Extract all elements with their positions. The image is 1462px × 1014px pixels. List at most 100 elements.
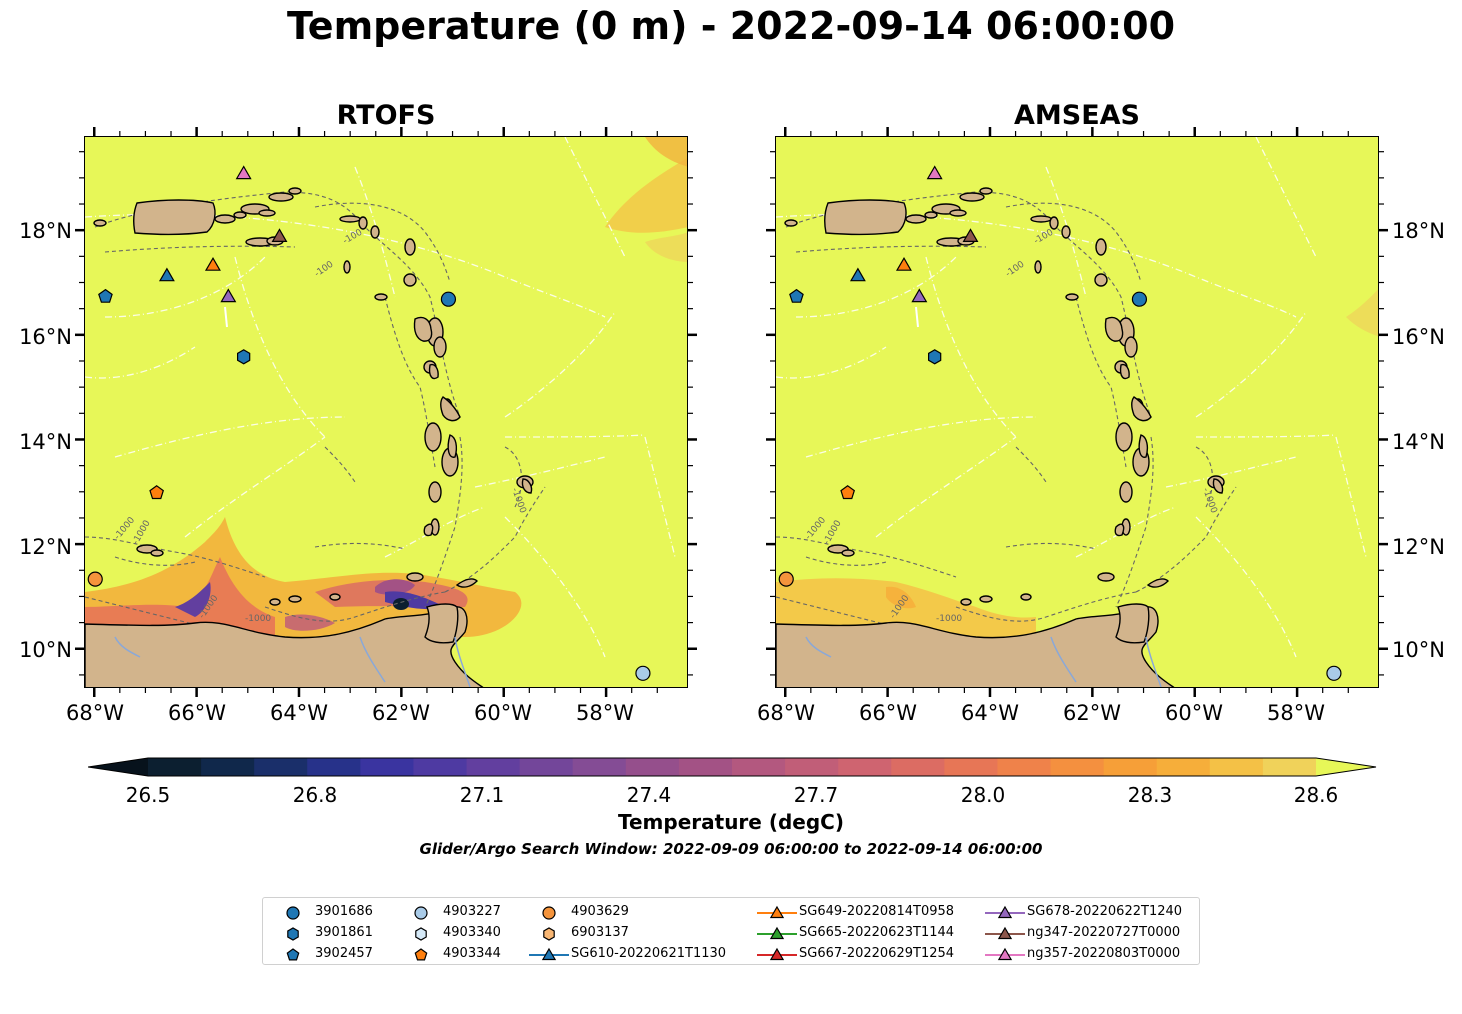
colorbar-tick: 27.7 [793,783,839,807]
colorbar-segment [785,758,839,776]
legend-marker [414,948,428,961]
colorbar-segment [625,758,680,776]
rtofs-map[interactable]: -1000 -1000 -1000 -1000 -1000 -100 -100 [84,136,688,688]
map-marker [98,288,113,303]
pentagon-marker-icon [414,948,428,961]
figure-title: Temperature (0 m) - 2022-09-14 06:00:00 [286,4,1176,48]
colorbar-segment [254,758,308,776]
legend-label: SG610-20220621T1130 [571,946,727,961]
legend-label: ng347-20220727T0000 [1027,925,1181,940]
legend-label: SG678-20220622T1240 [1027,904,1183,919]
hexagon-marker-icon [415,927,427,941]
colorbar-segment [1050,758,1105,776]
map-marker [158,267,175,282]
colorbar-segment [1262,758,1317,776]
colorbar-tick: 26.8 [292,783,338,807]
legend-label: 3901686 [315,904,373,919]
colorbar-segment [838,758,892,776]
map-marker [235,165,252,180]
lat-label-18n-left: 18°N [19,219,72,243]
legend-marker [542,906,556,920]
triangle-marker-icon [529,947,569,961]
amseas-map[interactable]: -1000 -1000 -1000 -1000 -1000 -100 -100 [775,136,1379,688]
legend-label: 4903344 [443,946,501,961]
map-marker [1131,291,1148,307]
lon-label-64w-left: 64°W [270,701,328,725]
map-marker [778,571,794,587]
lat-label-10n-right: 10°N [1392,638,1445,662]
colorbar-segment [572,758,627,776]
lat-label-14n-left: 14°N [19,430,72,454]
panel-title-rtofs: RTOFS [336,100,436,131]
colorbar-segment [944,758,999,776]
map-marker [635,665,651,681]
map-marker [220,288,237,303]
colorbar-segment [307,758,361,776]
colorbar-segment [997,758,1052,776]
colorbar-segment [732,758,786,776]
colorbar-over-extend [1316,758,1376,776]
hexagon-marker-icon [543,927,555,941]
triangle-marker-icon [757,905,797,919]
colorbar-tick: 27.1 [459,783,505,807]
circle-marker-icon [286,906,300,920]
colorbar-segment [1103,758,1158,776]
map-marker [895,257,912,271]
map-marker [911,288,928,303]
colorbar-segment [360,758,415,776]
map-marker [840,485,856,500]
legend-marker [286,948,300,961]
legend: 3901686 3901861 3902457 4903227 4903340 49033… [262,897,1200,965]
colorbar-segment [413,758,468,776]
legend-marker [287,927,299,941]
rtofs-map-canvas: -1000-1000-1000-1000-1000-100-100 [85,137,687,687]
triangle-marker-icon [985,926,1025,940]
triangle-marker-icon [985,905,1025,919]
legend-label: SG649-20220814T0958 [799,904,955,919]
circle-marker-icon [542,906,556,920]
svg-text:-1000: -1000 [245,614,271,624]
lon-label-58w-left: 58°W [576,701,634,725]
amseas-map-canvas: -1000-1000-1000-1000-1000-100-100 [776,137,1378,687]
map-marker [271,228,288,243]
legend-label: 4903340 [443,925,501,940]
colorbar-segment [519,758,574,776]
circle-marker-icon [414,906,428,920]
map-marker [928,349,942,365]
triangle-marker-icon [757,926,797,940]
pentagon-marker-icon [286,948,300,961]
legend-label: 3902457 [315,946,373,961]
legend-label: ng357-20220803T0000 [1027,946,1181,961]
hexagon-marker-icon [287,927,299,941]
legend-marker [415,927,427,941]
legend-marker [997,947,1013,961]
colorbar-label: Temperature (degC) [618,810,844,834]
colorbar-tick: 27.4 [626,783,672,807]
axis-ticks [75,127,1388,697]
lon-label-60w-left: 60°W [474,701,532,725]
map-marker [926,165,943,180]
colorbar-segment [466,758,521,776]
legend-marker [997,926,1013,940]
lat-label-16n-right: 16°N [1392,325,1445,349]
lon-label-62w-left: 62°W [372,701,430,725]
legend-label: 6903137 [571,925,629,940]
map-marker [962,228,979,243]
map-marker [237,349,251,365]
legend-label: 3901861 [315,925,373,940]
triangle-marker-icon [985,947,1025,961]
legend-marker [541,947,557,961]
map-marker [789,288,804,303]
panel-title-amseas: AMSEAS [1014,100,1140,131]
colorbar-segment [678,758,733,776]
lat-label-10n-left: 10°N [19,638,72,662]
legend-label: 4903227 [443,904,501,919]
lon-label-58w-right: 58°W [1267,701,1325,725]
legend-label: SG665-20220623T1144 [799,925,955,940]
lat-label-12n-left: 12°N [19,535,72,559]
legend-marker [769,926,785,940]
colorbar-segment [201,758,255,776]
lat-label-12n-right: 12°N [1392,535,1445,559]
colorbar-segment [148,758,202,776]
map-marker [204,257,221,271]
